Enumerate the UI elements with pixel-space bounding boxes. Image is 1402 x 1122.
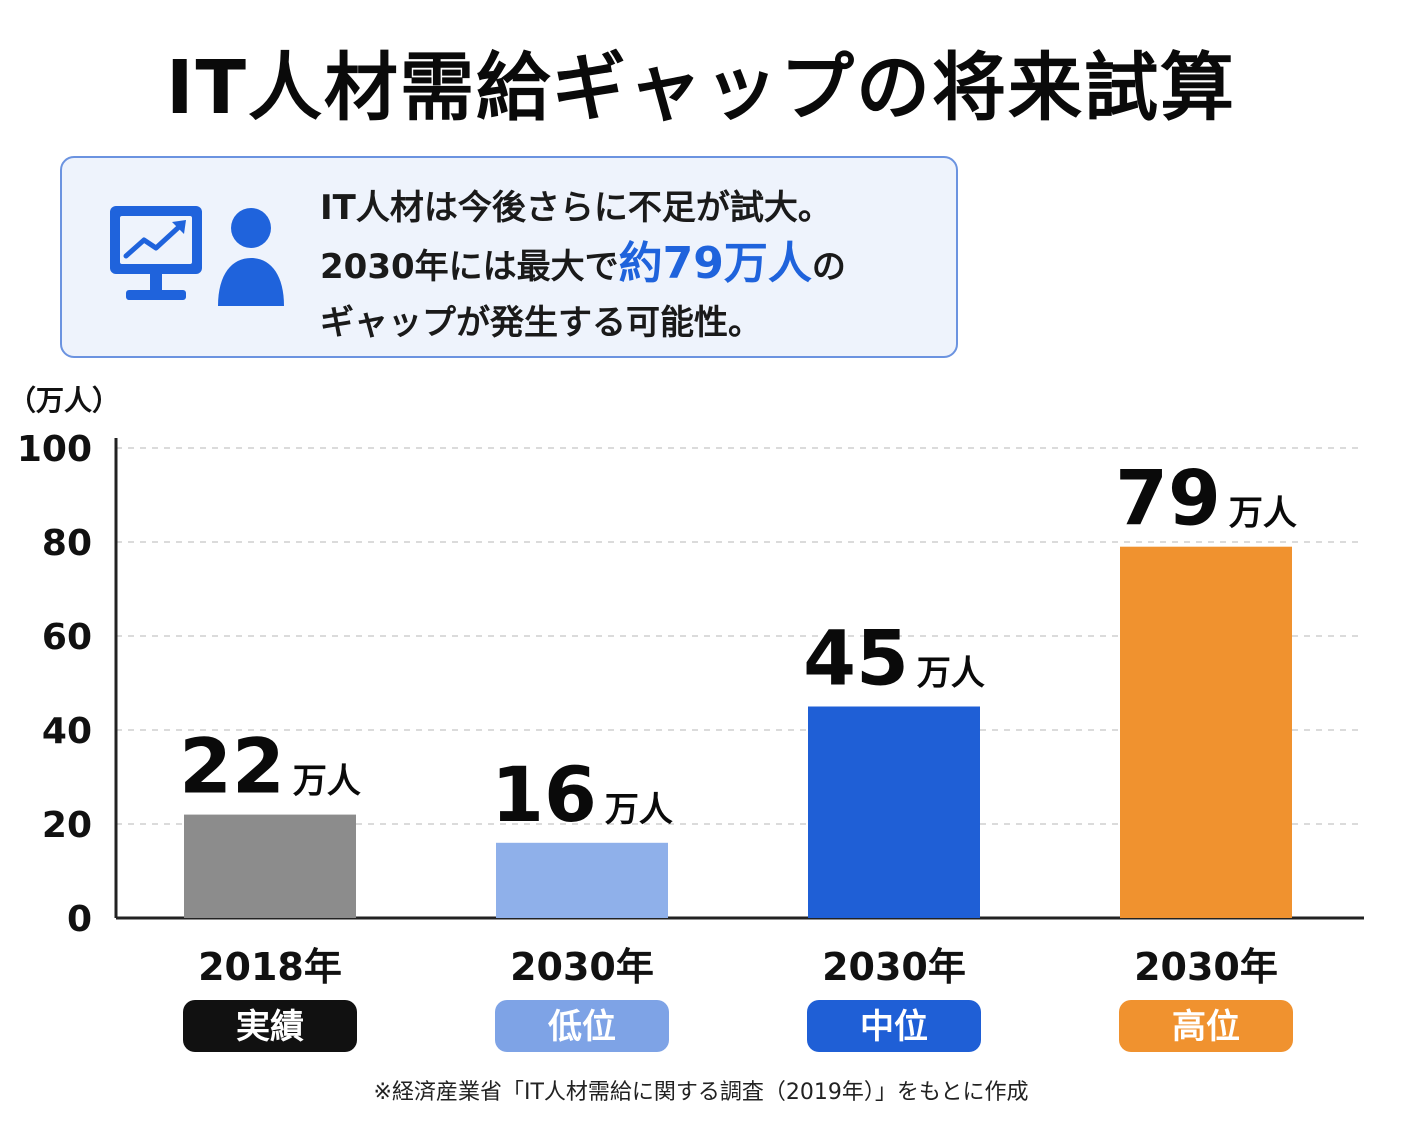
callout-highlight: 約79万人 [618,238,812,289]
callout-line-2: 2030年には最大で約79万人の [320,236,846,295]
callout-line-2-post: の [811,247,846,287]
scenario-badge [183,1000,357,1052]
callout-line-1: IT人材は今後さらに不足が試大。 [320,188,832,228]
y-tick-label: 80 [42,523,92,564]
scenario-badge-label: 低位 [548,1007,616,1047]
bar [184,814,356,918]
y-tick-label: 40 [42,711,92,752]
bar [496,842,668,918]
scenario-badge [807,1000,981,1052]
scenario-badge [1119,1000,1293,1052]
data-label: 45 万人 [803,614,985,703]
y-tick-label: 100 [17,429,92,470]
bar [1120,546,1292,918]
bar [808,706,980,918]
monitor-chart-icon [110,206,202,300]
scenario-badge [495,1000,669,1052]
callout-line-3: ギャップが発生する可能性。 [320,303,762,343]
source-footnote: ※経済産業省「IT人材需給に関する調査（2019年）」をもとに作成 [373,1080,1029,1105]
y-tick-label: 60 [42,617,92,658]
page-title: IT人材需給ギャップの将来試算 [165,45,1236,131]
data-label: 22 万人 [179,722,361,811]
y-axis-label: （万人） [8,384,120,417]
x-tick-label: 2018年 [198,945,342,989]
callout-text: IT人材は今後さらに不足が試大。 2030年には最大で約79万人の ギャップが発… [320,180,846,351]
scenario-badge-label: 高位 [1172,1007,1240,1047]
data-label: 79 万人 [1115,454,1297,543]
y-tick-label: 0 [67,899,92,940]
summary-callout: IT人材は今後さらに不足が試大。 2030年には最大で約79万人の ギャップが発… [60,156,958,358]
y-tick-label: 20 [42,805,92,846]
x-tick-label: 2030年 [822,945,966,989]
scenario-badge-label: 実績 [236,1007,304,1047]
data-label: 16 万人 [491,750,673,839]
scenario-badge-label: 中位 [860,1007,928,1047]
person-icon [218,208,284,306]
x-tick-label: 2030年 [510,945,654,989]
x-tick-label: 2030年 [1134,945,1278,989]
callout-icons [106,202,286,316]
callout-line-2-pre: 2030年には最大で [320,247,619,287]
